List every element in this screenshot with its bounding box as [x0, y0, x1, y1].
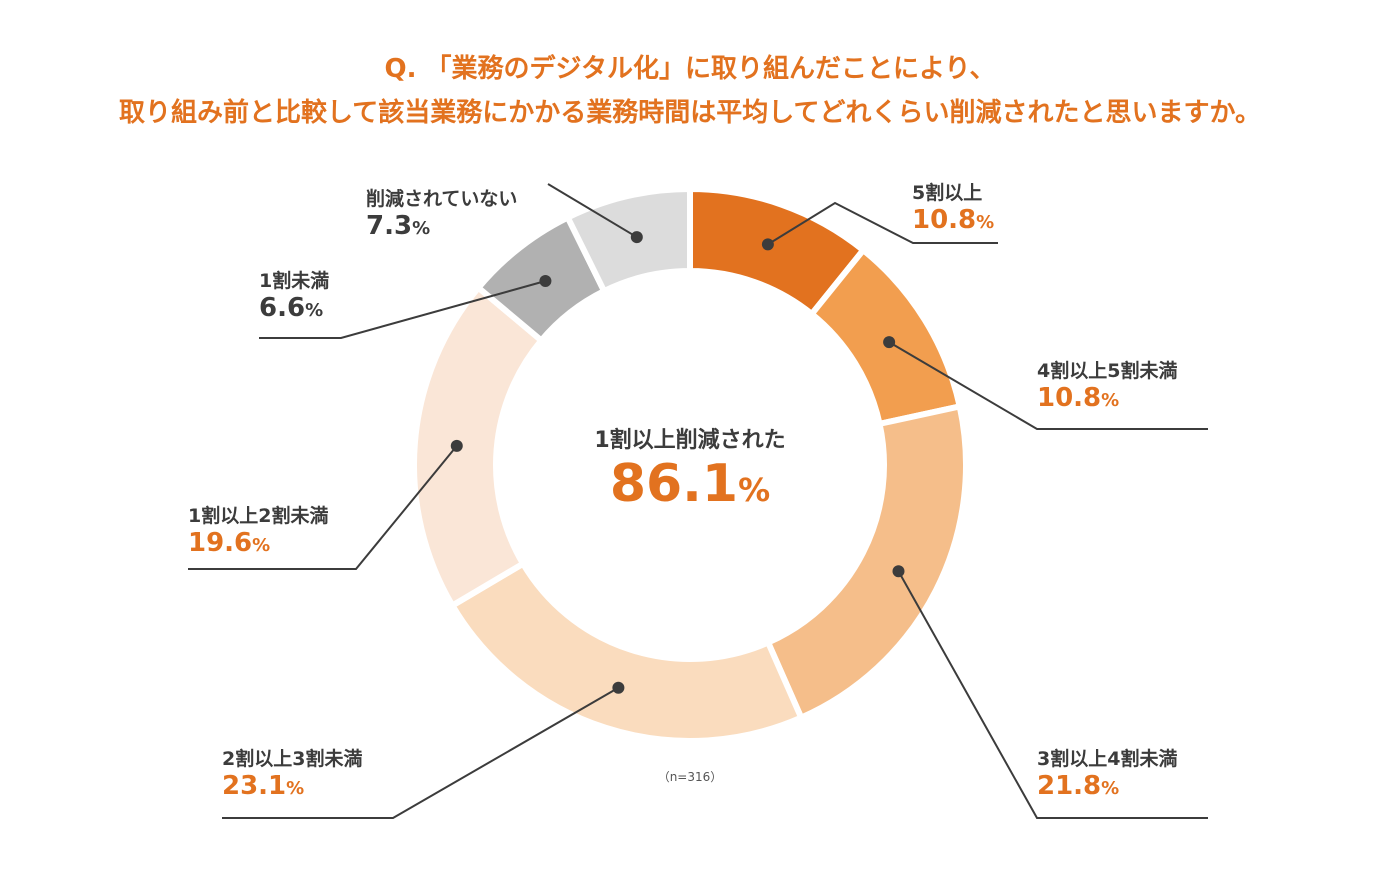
leader-dot: [450, 439, 463, 452]
leader-lines: [188, 183, 1208, 819]
center-value: 86.1%: [490, 454, 890, 514]
slice-value: 19.6%: [188, 527, 271, 558]
chart-title-line-2: 取り組み前と比較して該当業務にかかる業務時間は平均してどれくらい削減されたと思い…: [119, 98, 1261, 128]
leader-dot: [892, 565, 905, 578]
sample-size-note: （n=316）: [657, 770, 723, 784]
slice-label-under1: 1割未満 6.6%: [259, 270, 329, 324]
leader-line: [259, 280, 546, 339]
slice-category: 1割以上2割未満: [188, 505, 329, 527]
center-value-unit: %: [738, 471, 771, 509]
leader-line: [888, 341, 1208, 430]
slice-value: 10.8%: [912, 204, 995, 235]
leader-dot: [612, 681, 625, 694]
slice-value: 7.3%: [366, 210, 431, 241]
leader-dot: [630, 231, 643, 244]
slice-category: 5割以上: [912, 182, 983, 204]
slice-label-none: 削減されていない 7.3%: [366, 188, 517, 242]
leader-dot: [883, 336, 896, 349]
slice-label-4to5: 4割以上5割未満 10.8%: [1037, 360, 1177, 414]
leader-line: [188, 445, 458, 570]
slice-label-1to2: 1割以上2割未満 19.6%: [188, 505, 328, 559]
slice-value: 21.8%: [1037, 770, 1120, 801]
leader-line: [222, 686, 619, 819]
slice-label-2to3: 2割以上3割未満 23.1%: [222, 748, 362, 802]
center-label: 1割以上削減された: [594, 428, 786, 453]
slice-category: 3割以上4割未満: [1037, 748, 1178, 770]
chart-title-line-1: Q. 「業務のデジタル化」に取り組んだことにより、: [384, 54, 996, 84]
leader-line: [767, 201, 998, 246]
donut-slice: [764, 402, 969, 722]
center-value-number: 86.1: [609, 454, 739, 514]
leader-line: [547, 183, 638, 238]
slice-category: 1割未満: [259, 270, 330, 292]
donut-slice: [448, 559, 806, 744]
leader-dot: [539, 275, 552, 288]
slice-value: 6.6%: [259, 292, 324, 323]
leader-dot: [761, 238, 774, 251]
slice-category: 4割以上5割未満: [1037, 360, 1178, 382]
slice-category: 削減されていない: [366, 188, 518, 210]
slice-label-3to4: 3割以上4割未満 21.8%: [1037, 748, 1177, 802]
slice-label-5plus: 5割以上 10.8%: [912, 182, 994, 236]
slice-value: 10.8%: [1037, 382, 1120, 413]
leader-line: [897, 570, 1208, 819]
slice-category: 2割以上3割未満: [222, 748, 363, 770]
slice-value: 23.1%: [222, 770, 305, 801]
